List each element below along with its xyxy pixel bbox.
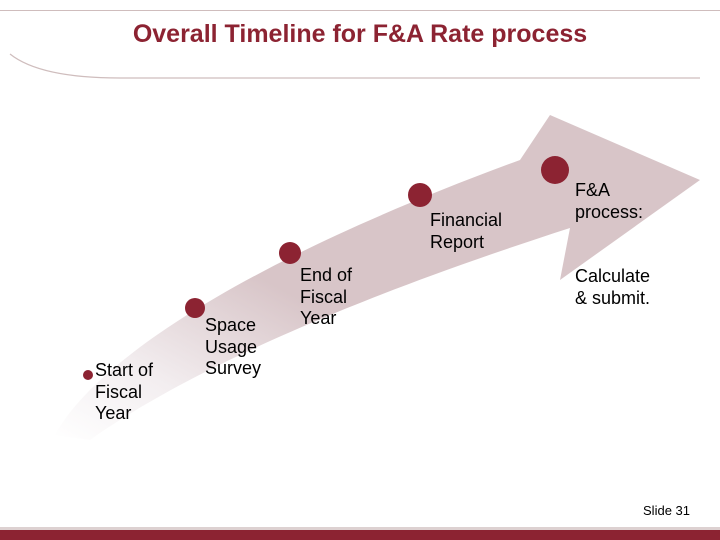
title-container: Overall Timeline for F&A Rate process <box>0 20 720 49</box>
milestone-dot-0 <box>83 370 93 380</box>
milestone-label-2: End ofFiscalYear <box>300 265 352 330</box>
title-underline-curve <box>0 50 720 80</box>
milestone-dot-4 <box>541 156 569 184</box>
milestone-dot-3 <box>408 183 432 207</box>
milestone-label-4: F&Aprocess:Calculate& submit. <box>575 180 650 310</box>
timeline-diagram: Start ofFiscalYear SpaceUsageSurvey End of… <box>0 90 720 460</box>
slide-number: Slide 31 <box>643 503 690 518</box>
milestone-dot-1 <box>185 298 205 318</box>
milestone-dot-2 <box>279 242 301 264</box>
top-divider <box>0 10 720 11</box>
milestone-label-3: FinancialReport <box>430 210 502 253</box>
page-title: Overall Timeline for F&A Rate process <box>133 20 587 49</box>
milestone-label-0: Start ofFiscalYear <box>95 360 153 425</box>
footer-bar <box>0 530 720 540</box>
milestone-label-1: SpaceUsageSurvey <box>205 315 261 380</box>
